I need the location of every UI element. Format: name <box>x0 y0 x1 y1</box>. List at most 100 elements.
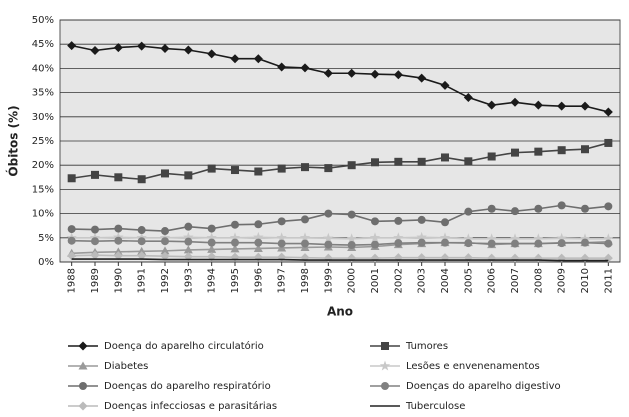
marker <box>417 157 426 166</box>
marker <box>91 225 99 234</box>
marker <box>301 239 309 248</box>
y-tick-label: 5% <box>38 233 54 244</box>
marker <box>393 70 403 80</box>
marker <box>113 251 123 261</box>
marker <box>323 68 333 78</box>
marker <box>604 138 613 147</box>
legend-label: Lesões e envenenamentos <box>406 361 540 372</box>
marker <box>381 382 389 390</box>
x-tick-label: 1989 <box>90 268 101 293</box>
legend-label: Doença do aparelho circulatório <box>104 340 264 352</box>
marker <box>346 233 357 244</box>
marker <box>604 239 613 248</box>
marker <box>78 401 88 411</box>
marker <box>277 164 286 173</box>
marker <box>581 204 589 213</box>
marker <box>137 41 147 51</box>
marker <box>557 201 566 210</box>
marker <box>114 173 123 182</box>
x-tick-label: 2008 <box>533 268 544 293</box>
x-tick-label: 1990 <box>113 268 124 293</box>
marker <box>301 215 309 224</box>
y-axis-title: Óbitos (%) <box>6 105 21 176</box>
marker <box>183 231 194 242</box>
marker <box>323 232 334 243</box>
marker <box>300 63 310 73</box>
marker <box>417 238 426 247</box>
marker <box>534 147 543 156</box>
marker <box>603 233 614 244</box>
marker <box>371 158 379 167</box>
marker <box>580 101 590 111</box>
marker <box>91 237 99 246</box>
marker <box>347 161 356 170</box>
marker <box>557 239 566 248</box>
marker <box>556 232 567 243</box>
marker <box>417 215 426 224</box>
marker <box>230 54 240 64</box>
marker <box>394 216 403 225</box>
marker <box>253 231 264 242</box>
marker <box>253 243 263 252</box>
marker <box>486 233 497 244</box>
x-tick-label: 2011 <box>603 268 614 293</box>
marker <box>78 361 88 370</box>
y-tick-label: 25% <box>32 136 54 147</box>
marker <box>207 49 217 59</box>
legend-label: Tumores <box>405 341 448 352</box>
marker <box>230 244 240 253</box>
marker <box>90 250 100 260</box>
marker <box>534 239 543 248</box>
marker <box>441 218 449 227</box>
legend-label: Doenças infecciosas e parasitárias <box>104 400 277 412</box>
marker <box>207 238 216 247</box>
marker <box>579 233 591 244</box>
marker <box>231 220 239 229</box>
marker <box>137 226 146 235</box>
marker <box>277 217 286 226</box>
marker <box>464 157 473 166</box>
marker <box>160 251 170 261</box>
marker <box>277 62 287 72</box>
marker <box>207 244 217 253</box>
series-line <box>71 258 609 262</box>
marker <box>184 222 193 231</box>
marker <box>393 232 404 243</box>
marker <box>79 382 87 390</box>
x-tick-label: 2000 <box>347 268 358 293</box>
marker <box>463 92 473 102</box>
marker <box>534 204 543 213</box>
marker <box>604 202 613 211</box>
marker <box>371 217 379 226</box>
marker <box>183 45 193 55</box>
x-tick-label: 2003 <box>417 268 428 293</box>
x-tick-label: 1997 <box>277 268 288 293</box>
marker <box>533 100 543 110</box>
marker <box>254 238 263 247</box>
marker <box>183 245 193 254</box>
marker <box>381 342 389 350</box>
marker <box>90 45 100 55</box>
marker <box>394 239 403 248</box>
x-tick-label: 1995 <box>230 268 241 293</box>
y-tick-label: 10% <box>32 209 54 220</box>
marker <box>417 73 427 83</box>
x-tick-label: 1994 <box>207 268 218 293</box>
marker <box>347 68 357 78</box>
marker <box>324 240 333 249</box>
legend-label: Tuberculose <box>405 401 465 412</box>
x-tick-label: 1996 <box>253 268 264 293</box>
marker <box>160 44 170 54</box>
marker <box>441 153 449 162</box>
marker <box>379 360 391 371</box>
marker <box>557 101 567 111</box>
marker <box>394 157 403 166</box>
marker <box>511 148 519 157</box>
x-tick-label: 2010 <box>580 268 591 293</box>
marker <box>207 224 216 233</box>
x-tick-label: 1999 <box>323 268 334 293</box>
marker <box>440 80 450 90</box>
marker <box>487 152 496 161</box>
marker <box>510 97 520 107</box>
